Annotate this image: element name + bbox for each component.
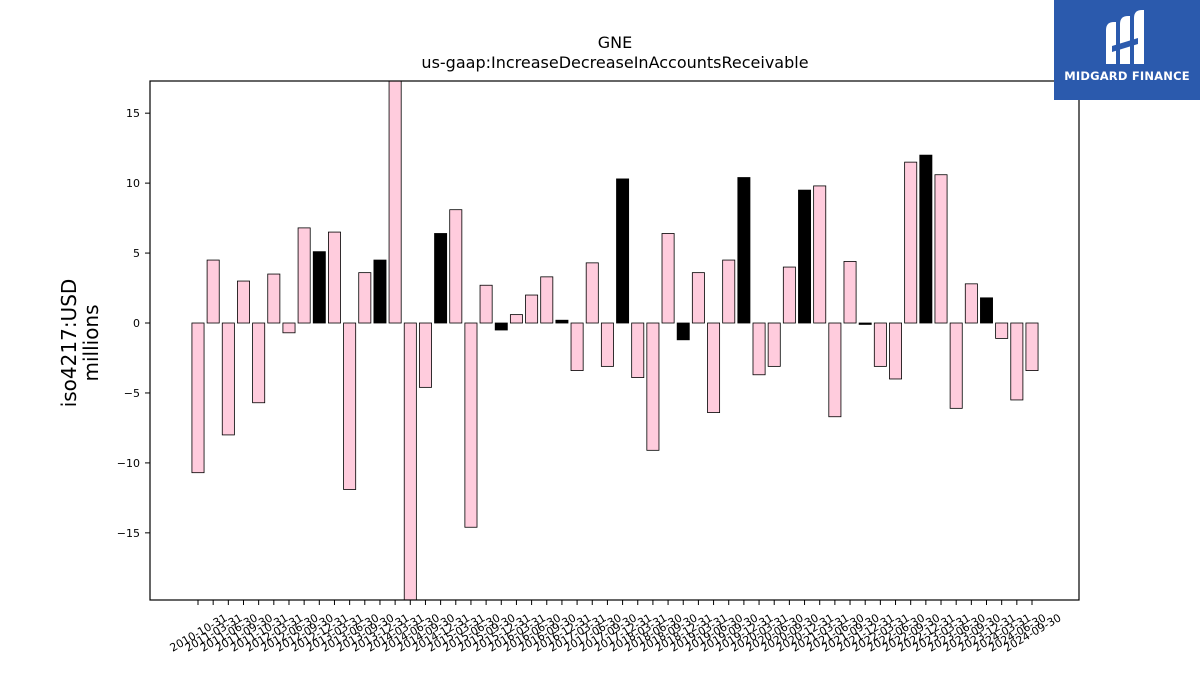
bar-2012-03-31 [267,273,281,324]
bar-2016-03-31 [509,314,523,324]
bar-2012-06-30 [282,322,296,334]
bar-2023-12-31 [980,297,993,324]
bar-2015-03-31 [449,209,463,324]
bar-2014-12-31 [434,233,448,324]
bar-2016-06-30 [525,294,539,324]
y-tick-label: −10 [117,457,140,470]
bar-2021-12-31 [858,322,872,325]
bar-2016-12-31 [555,319,569,324]
bar-2013-09-30 [358,272,372,324]
bar-2017-06-30 [585,262,599,324]
bar-2015-12-31 [494,322,508,331]
bar-2010-10-31 [191,322,205,474]
bar-2015-09-30 [479,284,493,324]
bar-2014-06-30 [403,322,417,600]
bar-2013-06-30 [343,322,357,490]
bar-2012-09-30 [297,227,311,324]
bar-2011-06-30 [221,322,235,436]
y-tick-label: −15 [117,527,140,540]
y-axis-label-line2: millions [79,304,103,381]
bar-2018-03-31 [631,322,645,378]
bar-2014-09-30 [418,322,432,388]
bar-2021-03-31 [813,185,827,324]
bar-2019-12-31 [737,177,751,324]
bar-2022-06-30 [889,322,902,380]
x-axis-ticks: 2010-10-312011-03-312011-06-302011-09-30… [168,600,1064,655]
bar-2023-06-30 [949,322,963,409]
bar-2016-09-30 [540,276,554,324]
bar-2012-12-31 [312,251,326,324]
y-tick-label: −5 [124,387,140,400]
y-tick-label: 0 [133,317,140,330]
bar-2017-12-31 [616,178,630,324]
bar-2017-03-31 [570,322,584,371]
logo: MIDGARD FINANCE [1054,0,1200,100]
bar-2011-10-31 [252,322,266,404]
bar-2021-09-30 [843,261,857,324]
bar-2017-09-30 [600,322,614,367]
bar-2018-06-30 [646,322,660,451]
bar-2022-09-30 [904,161,918,324]
bar-2020-12-31 [798,189,812,324]
bar-2020-09-30 [782,266,796,324]
y-axis-ticks: −15 −10 −5 0 5 10 15 [117,107,150,540]
bar-2022-12-31 [919,154,933,324]
y-axis-label-line1: iso4217:USD [57,279,81,408]
logo-mark-icon [1106,10,1144,64]
chart-title: GNE [598,33,632,52]
bar-2023-09-30 [964,283,978,324]
bar-2023-03-31 [934,174,948,324]
bar-2015-06-30 [464,322,478,528]
bar-2013-12-31 [373,259,387,324]
bar-2020-06-30 [767,322,781,367]
bar-2024-03-31 [995,322,1009,339]
y-axis-label: iso4217:USD millions [57,279,103,408]
bars-group [191,81,1039,600]
logo-text: MIDGARD FINANCE [1064,69,1190,83]
bar-2011-03-31 [206,259,220,324]
bar-2019-03-31 [691,272,705,324]
bar-2019-06-30 [707,322,721,413]
plot-frame [149,80,1080,601]
y-tick-label: 5 [133,247,140,260]
bar-2024-09-30 [1025,322,1039,371]
bar-2021-06-30 [828,322,842,418]
bar-2022-03-31 [873,322,887,367]
bar-2019-09-30 [722,259,736,324]
y-tick-label: 15 [126,107,140,120]
bar-2020-03-31 [752,322,766,376]
bar-2018-12-31 [676,322,690,341]
bar-2013-03-31 [328,231,341,324]
bar-2024-06-30 [1010,322,1024,401]
chart-subtitle: us-gaap:IncreaseDecreaseInAccountsReceiv… [421,53,808,72]
bar-2014-03-31 [388,81,402,324]
bar-2018-09-30 [661,233,675,324]
y-tick-label: 10 [126,177,140,190]
bar-2011-09-30 [237,280,250,324]
